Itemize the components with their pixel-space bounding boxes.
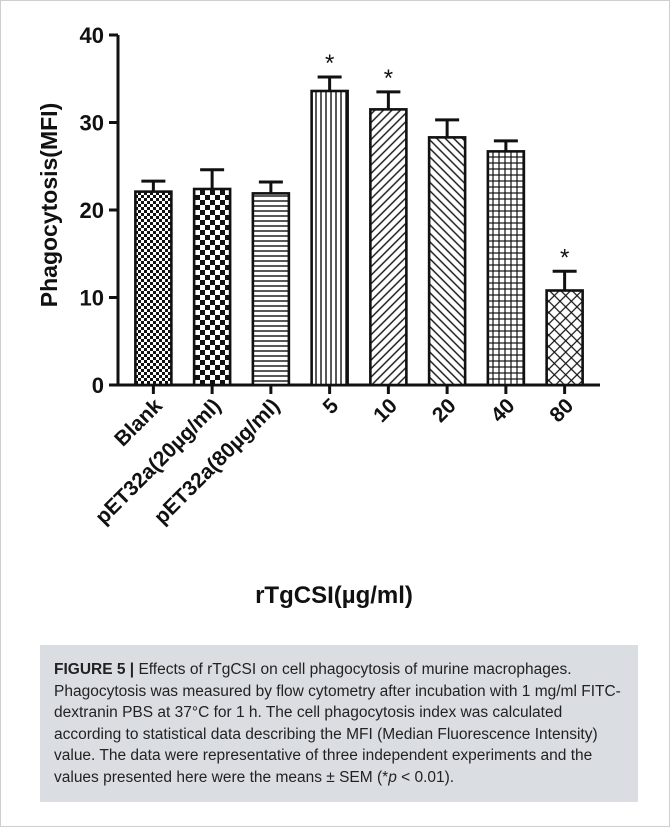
bar-chart: Phagocytosis(MFI) rTgCSI(µg/ml) 0 10 20 30 4…	[36, 23, 600, 609]
significance-star: *	[560, 244, 569, 271]
bar	[486, 150, 526, 387]
y-tick-label: 20	[80, 198, 104, 223]
caption-tail: < 0.01).	[396, 768, 455, 786]
bar	[134, 190, 173, 387]
x-axis-label: rTgCSI(µg/ml)	[255, 582, 413, 609]
plot-area: 010203040BlankpET32a(20µg/ml)pET32a(80µg…	[80, 23, 600, 529]
significance-star: *	[325, 50, 334, 77]
y-axis-label: Phagocytosis(MFI)	[36, 103, 62, 307]
x-tick-label: 80	[545, 394, 578, 427]
bar	[427, 136, 467, 387]
bar	[310, 89, 349, 387]
x-tick-label: 40	[487, 394, 520, 427]
figure-caption: FIGURE 5 | Effects of rTgCSI on cell pha…	[40, 645, 638, 802]
y-tick-label: 30	[80, 111, 104, 136]
y-tick-label: 40	[80, 23, 104, 48]
bar	[369, 108, 408, 387]
x-tick-label: Blank	[110, 394, 167, 451]
y-tick-label: 10	[80, 286, 104, 311]
caption-label: FIGURE 5 |	[54, 661, 135, 678]
x-tick-label: 10	[369, 394, 402, 427]
caption-text: Effects of rTgCSI on cell phagocytosis o…	[54, 661, 621, 786]
x-tick-label: 5	[319, 394, 344, 419]
bar	[545, 289, 584, 387]
significance-star: *	[384, 65, 393, 92]
caption-p: p	[388, 768, 397, 786]
x-tick-label: 20	[428, 394, 461, 427]
y-tick-label: 0	[92, 373, 104, 398]
bar	[251, 192, 291, 387]
bar	[192, 187, 232, 387]
